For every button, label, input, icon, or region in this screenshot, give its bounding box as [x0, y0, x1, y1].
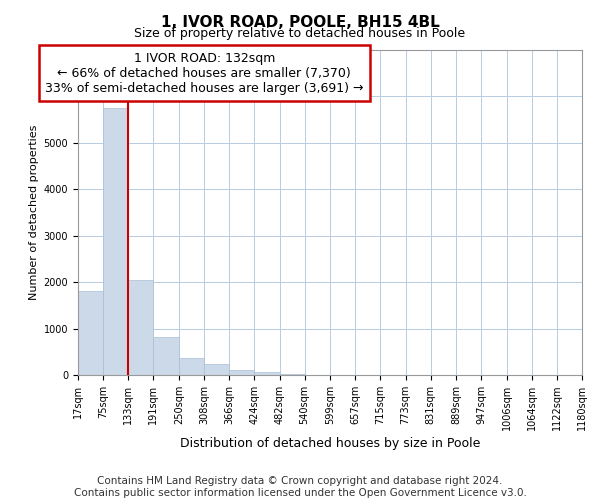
Bar [229, 370, 254, 375]
Bar [128, 280, 154, 375]
Y-axis label: Number of detached properties: Number of detached properties [29, 125, 40, 300]
Text: Contains HM Land Registry data © Crown copyright and database right 2024.
Contai: Contains HM Land Registry data © Crown c… [74, 476, 526, 498]
X-axis label: Distribution of detached houses by size in Poole: Distribution of detached houses by size … [180, 437, 480, 450]
Bar [179, 358, 204, 375]
Bar [204, 364, 229, 375]
Bar [254, 372, 280, 375]
Text: 1, IVOR ROAD, POOLE, BH15 4BL: 1, IVOR ROAD, POOLE, BH15 4BL [161, 15, 439, 30]
Bar [78, 292, 103, 375]
Bar [154, 337, 179, 375]
Bar [103, 108, 128, 375]
Text: 1 IVOR ROAD: 132sqm
← 66% of detached houses are smaller (7,370)
33% of semi-det: 1 IVOR ROAD: 132sqm ← 66% of detached ho… [45, 52, 364, 94]
Text: Size of property relative to detached houses in Poole: Size of property relative to detached ho… [134, 28, 466, 40]
Bar [280, 374, 305, 375]
